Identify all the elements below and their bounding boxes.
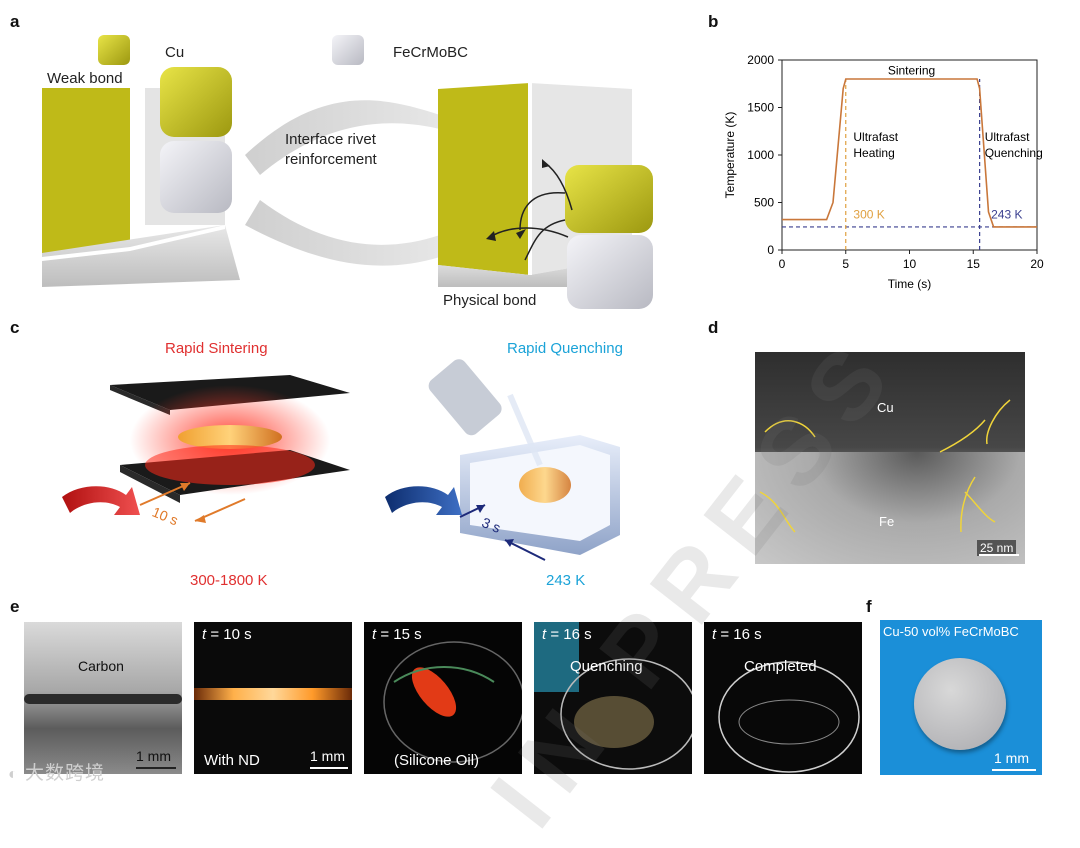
y-tick-label-2: 1000 — [747, 148, 774, 162]
temperature-chart: 0 5 10 15 20 0 500 1000 1500 2000 Sintering Ultra… — [723, 53, 1044, 291]
rivet-reinforcement-label: Interface rivet reinforcement — [285, 130, 377, 170]
panel-a-illustration — [42, 35, 653, 309]
cu-cube-right — [565, 165, 653, 233]
frame-3-caption: (Silicone Oil) — [394, 752, 480, 769]
frame-2-time: t = 10 s — [202, 626, 252, 643]
sample-scale-bar — [992, 769, 1036, 771]
tem-image: Cu Fe 25 nm — [755, 352, 1025, 564]
annotation-300k: 300 K — [853, 208, 884, 222]
carbon-label: Carbon — [78, 658, 124, 674]
panel-label-e: e — [10, 597, 20, 616]
rivet-line-1: Interface rivet — [285, 131, 376, 148]
x-tick-label-2: 10 — [903, 257, 917, 271]
y-tick-label-0: 0 — [767, 243, 774, 257]
quench-flow-arrow — [385, 486, 462, 515]
y-tick-label-4: 2000 — [747, 53, 774, 67]
weak-bond-label: Weak bond — [47, 70, 123, 87]
annotation-heating-2: Heating — [853, 146, 894, 160]
annotation-sintering: Sintering — [888, 63, 935, 77]
x-tick-label-4: 20 — [1030, 257, 1044, 271]
rapid-sintering-title: Rapid Sintering — [165, 340, 268, 357]
frame-1-scale-label: 1 mm — [136, 748, 171, 764]
cu-wall-right — [438, 83, 530, 275]
footer-logo-text: 大数跨境 — [24, 763, 105, 784]
sample-scale-label: 1 mm — [994, 750, 1029, 766]
sample-photo-title: Cu-50 vol% FeCrMoBC — [883, 624, 1019, 639]
logo-icon: ◐ — [8, 766, 19, 783]
frame-t10: t = 10 s With ND 1 mm — [194, 622, 352, 774]
y-tick-label-3: 1500 — [747, 101, 774, 115]
legend-cu-label: Cu — [165, 44, 185, 61]
x-tick-label-0: 0 — [779, 257, 786, 271]
fe-cube-right — [567, 235, 653, 309]
annotation-heating-1: Ultrafast — [853, 130, 898, 144]
floor-left — [42, 225, 240, 287]
panel-label-c: c — [10, 318, 20, 337]
quench-temp-label: 243 K — [546, 572, 586, 589]
oil-bottle — [428, 359, 502, 436]
frame-4-time: t = 16 s — [542, 626, 592, 643]
fe-legend-cube — [332, 35, 364, 65]
chart-axes: 0 5 10 15 20 0 500 1000 1500 2000 — [747, 53, 1044, 271]
panel-label-b: b — [708, 12, 719, 31]
cu-cube-left — [160, 67, 232, 137]
footer-logo: ◐ 大数跨境 — [8, 758, 105, 785]
annotation-quenching-2: Quenching — [985, 146, 1043, 160]
y-tick-label-1: 500 — [754, 196, 774, 210]
frame-5-caption: Completed — [744, 658, 817, 675]
frame-t15: t = 15 s (Silicone Oil) — [364, 622, 522, 774]
annotation-quenching-1: Ultrafast — [985, 130, 1030, 144]
sinter-flow-arrow — [62, 486, 140, 515]
frame-2-scale-bar — [310, 767, 348, 769]
frame-carbon: Carbon 1 mm — [24, 622, 182, 774]
rapid-quenching-title: Rapid Quenching — [507, 340, 623, 357]
frame-3-time: t = 15 s — [372, 626, 422, 643]
fe-cube-left — [160, 141, 232, 213]
frame-1-scale-bar — [136, 767, 176, 769]
rivet-line-2: reinforcement — [285, 151, 377, 168]
annotation-243k: 243 K — [991, 208, 1022, 222]
panel-label-f: f — [866, 597, 872, 616]
physical-bond-label: Physical bond — [443, 292, 537, 309]
frame-4-caption: Quenching — [570, 658, 643, 675]
rivet-arrow-top — [245, 97, 465, 175]
x-axis-label: Time (s) — [888, 277, 932, 291]
frame-t16-completed: t = 16 s Completed — [704, 622, 862, 774]
x-tick-label-1: 5 — [842, 257, 849, 271]
hot-sample — [411, 667, 457, 717]
panel-label-d: d — [708, 318, 719, 337]
y-axis-label: Temperature (K) — [723, 112, 737, 199]
tem-cu-label: Cu — [877, 400, 894, 415]
sample-disc-photo — [914, 658, 1006, 750]
panel-label-a: a — [10, 12, 20, 31]
cu-wall-left — [42, 88, 130, 253]
chart-reference-lines — [782, 79, 1037, 250]
rivet-arrow-bottom — [245, 200, 465, 273]
sinter-temp-label: 300-1800 K — [190, 572, 268, 589]
tem-arrows — [759, 399, 1011, 533]
tem-fe-label: Fe — [879, 514, 895, 529]
legend-fe-label: FeCrMoBC — [393, 44, 469, 61]
frame-2-caption: With ND — [204, 752, 260, 769]
tem-scale-label: 25 nm — [977, 540, 1017, 556]
frame-2-scale-label: 1 mm — [310, 748, 345, 764]
sample-disc-quench — [519, 467, 571, 503]
cu-legend-cube — [98, 35, 130, 65]
x-tick-label-3: 15 — [967, 257, 981, 271]
temperature-series-line — [782, 78, 1037, 228]
frame-t16-quenching: t = 16 s Quenching — [534, 622, 692, 774]
sample-disc-hot — [178, 425, 282, 449]
tem-scale-bar — [979, 554, 1019, 556]
frame-5-time: t = 16 s — [712, 626, 762, 643]
sample-photo: Cu-50 vol% FeCrMoBC 1 mm — [880, 620, 1042, 775]
panel-c-illustration — [62, 359, 620, 561]
